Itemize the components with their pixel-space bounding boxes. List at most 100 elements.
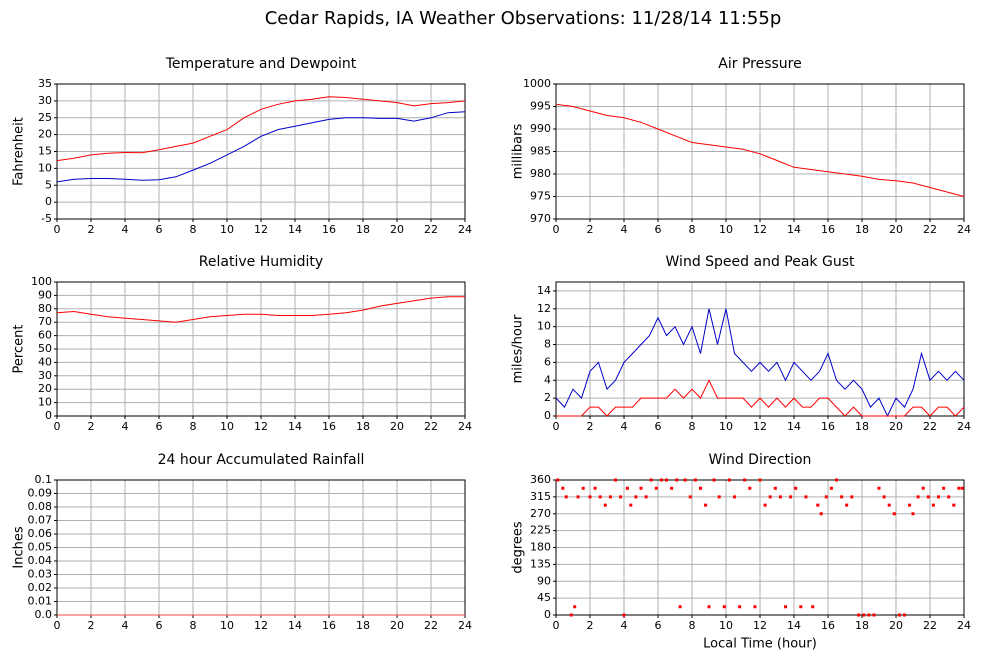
data-point xyxy=(569,613,573,617)
x-tick-label: 8 xyxy=(689,420,696,433)
y-tick-label: 20 xyxy=(38,128,52,141)
x-tick-label: 2 xyxy=(587,619,594,632)
x-tick-label: 0 xyxy=(54,420,61,433)
y-tick-label: 80 xyxy=(38,302,52,315)
data-point xyxy=(921,486,925,490)
y-tick-label: 0.07 xyxy=(28,514,53,527)
data-point xyxy=(840,495,844,499)
data-point xyxy=(867,613,871,617)
y-axis-label: Inches xyxy=(12,526,27,568)
data-point xyxy=(581,486,585,490)
x-tick-label: 20 xyxy=(889,619,903,632)
y-tick-label: 0 xyxy=(45,195,52,208)
y-tick-label: 135 xyxy=(530,557,551,570)
x-tick-label: 12 xyxy=(753,619,767,632)
x-tick-label: 6 xyxy=(655,619,662,632)
y-tick-label: 15 xyxy=(38,145,52,158)
data-point xyxy=(699,486,702,490)
x-tick-label: 14 xyxy=(288,223,302,236)
data-point xyxy=(872,613,876,617)
x-tick-label: 0 xyxy=(553,619,560,632)
data-point xyxy=(903,613,906,617)
y-axis-label: millibars xyxy=(511,124,526,180)
data-point xyxy=(743,478,747,482)
x-tick-label: 16 xyxy=(322,619,336,632)
y-axis-label: degrees xyxy=(511,521,526,574)
data-point xyxy=(603,503,607,507)
data-point xyxy=(634,495,638,499)
x-tick-label: 20 xyxy=(390,420,404,433)
panel-title: 24 hour Accumulated Rainfall xyxy=(158,452,365,468)
y-tick-label: 35 xyxy=(38,77,52,90)
x-tick-label: 8 xyxy=(689,619,696,632)
y-tick-label: 25 xyxy=(38,111,52,124)
x-tick-label: 16 xyxy=(821,420,835,433)
data-point xyxy=(804,495,808,499)
data-point xyxy=(644,495,648,499)
data-point xyxy=(960,486,964,490)
data-line xyxy=(56,111,466,183)
x-tick-label: 22 xyxy=(923,420,937,433)
y-tick-label: 14 xyxy=(537,284,551,297)
y-tick-label: 5 xyxy=(45,178,52,191)
y-tick-label: 0.1 xyxy=(35,473,53,486)
x-tick-label: 12 xyxy=(254,619,268,632)
y-tick-label: 0 xyxy=(544,608,551,621)
x-tick-label: 14 xyxy=(288,420,302,433)
data-point xyxy=(763,503,767,507)
data-line xyxy=(555,103,965,197)
x-tick-label: 12 xyxy=(753,223,767,236)
x-tick-label: 22 xyxy=(424,223,438,236)
y-tick-label: 10 xyxy=(38,161,52,174)
y-tick-label: 0 xyxy=(45,409,52,422)
x-tick-label: 14 xyxy=(787,223,801,236)
x-tick-label: 10 xyxy=(719,420,733,433)
data-point xyxy=(722,605,726,609)
data-point xyxy=(911,512,915,516)
data-point xyxy=(619,495,623,499)
x-tick-label: 2 xyxy=(587,420,594,433)
data-point xyxy=(908,503,912,507)
data-point xyxy=(916,495,920,499)
y-tick-label: 0.0 xyxy=(35,608,53,621)
x-tick-label: 8 xyxy=(190,619,197,632)
x-tick-label: 24 xyxy=(957,223,971,236)
x-tick-label: 0 xyxy=(54,223,61,236)
y-tick-label: 0.04 xyxy=(28,554,53,567)
y-tick-label: 985 xyxy=(530,145,551,158)
y-tick-label: 40 xyxy=(38,355,52,368)
x-tick-label: 12 xyxy=(254,223,268,236)
data-point xyxy=(877,486,881,490)
data-point xyxy=(693,478,697,482)
y-tick-label: 225 xyxy=(530,524,551,537)
data-point xyxy=(937,495,940,499)
y-tick-label: 90 xyxy=(38,288,52,301)
y-tick-label: 315 xyxy=(530,490,551,503)
x-tick-label: 10 xyxy=(719,619,733,632)
data-line xyxy=(56,296,465,323)
x-tick-label: 10 xyxy=(220,420,234,433)
x-tick-label: 2 xyxy=(88,223,95,236)
y-tick-label: 70 xyxy=(38,315,52,328)
data-point xyxy=(639,486,643,490)
x-tick-label: 22 xyxy=(923,619,937,632)
x-tick-label: 24 xyxy=(458,619,472,632)
x-tick-label: 16 xyxy=(821,619,835,632)
x-tick-label: 20 xyxy=(889,420,903,433)
data-point xyxy=(670,486,674,490)
x-tick-label: 2 xyxy=(88,420,95,433)
x-tick-label: 0 xyxy=(553,223,560,236)
data-point xyxy=(794,486,798,490)
x-tick-label: 8 xyxy=(190,223,197,236)
x-tick-label: 18 xyxy=(356,223,370,236)
y-tick-label: 8 xyxy=(544,338,551,351)
x-tick-label: 4 xyxy=(122,619,129,632)
data-point xyxy=(556,478,560,482)
data-point xyxy=(824,495,828,499)
y-tick-label: 270 xyxy=(530,507,551,520)
x-tick-label: 2 xyxy=(88,619,95,632)
data-point xyxy=(561,486,565,490)
x-tick-label: 24 xyxy=(957,619,971,632)
y-tick-label: 0.05 xyxy=(28,541,53,554)
x-tick-label: 6 xyxy=(655,223,662,236)
